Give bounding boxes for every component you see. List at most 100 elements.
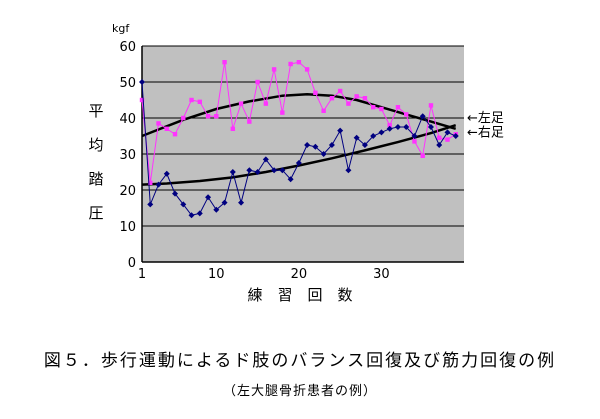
x-tick-label: 30 (373, 267, 390, 282)
legend-entry: ←左足 (467, 111, 504, 126)
legend-entry: ←右足 (467, 125, 504, 140)
data-point (361, 142, 368, 148)
data-point (147, 201, 154, 208)
data-point (288, 61, 293, 67)
data-point (394, 124, 401, 130)
data-point (427, 124, 434, 130)
data-point (420, 153, 425, 158)
data-point (263, 101, 269, 106)
data-point (230, 126, 236, 131)
data-point (419, 113, 426, 120)
y-tick-label: 40 (119, 112, 136, 127)
data-point (345, 167, 352, 174)
data-point (320, 151, 327, 157)
data-point (271, 67, 277, 72)
data-point (346, 101, 351, 106)
data-point (254, 169, 261, 175)
figure-title: 図５．歩行運動によるド肢のバランス回復及び筋力回復の例 (43, 351, 557, 371)
data-point (378, 129, 385, 136)
data-point (444, 129, 451, 136)
data-point (329, 96, 335, 101)
data-point (238, 101, 244, 106)
data-point (189, 97, 194, 103)
data-point (181, 115, 186, 121)
series-group (139, 60, 458, 185)
data-point (262, 156, 269, 163)
data-point (271, 167, 278, 174)
data-point (188, 212, 195, 219)
data-point (155, 181, 162, 188)
data-point (172, 190, 179, 197)
data-point (436, 142, 443, 148)
data-point (180, 201, 187, 208)
data-point (362, 96, 368, 101)
data-point (312, 143, 319, 150)
data-point (213, 206, 220, 213)
data-point (205, 194, 212, 201)
data-point (379, 106, 384, 112)
data-point (395, 105, 401, 110)
data-point (437, 135, 442, 140)
data-point (246, 167, 253, 174)
data-point (279, 167, 286, 174)
data-point (148, 180, 153, 185)
x-tick-label: 10 (208, 267, 225, 282)
x-tick-labels: 1 10 20 30 (138, 267, 390, 282)
data-point (370, 133, 377, 139)
data-point (296, 60, 302, 65)
data-point (229, 169, 236, 175)
y-tick-label: 30 (119, 148, 136, 163)
data-point (304, 142, 311, 148)
data-point (304, 67, 310, 72)
x-tick-label: 1 (138, 267, 146, 282)
data-point (280, 110, 285, 115)
data-point (412, 139, 417, 144)
data-point (163, 170, 170, 177)
data-point (156, 121, 161, 126)
y-axis-title-char: 均 (88, 136, 103, 154)
series-group (139, 79, 459, 219)
figure-subtitle: （左大腿骨折患者の例） (222, 384, 377, 399)
y-unit-label: kgf (112, 22, 130, 35)
data-point (353, 134, 360, 141)
data-point (386, 125, 393, 132)
data-point (404, 112, 409, 117)
data-point (313, 90, 318, 95)
data-point (337, 127, 344, 134)
data-point (255, 79, 260, 85)
data-point (411, 133, 418, 139)
data-point (295, 160, 302, 166)
y-tick-label: 0 (128, 256, 136, 271)
data-point (172, 132, 178, 137)
data-point (221, 199, 228, 206)
y-axis-title-char: 圧 (88, 204, 103, 222)
data-point (287, 176, 294, 183)
data-point (139, 97, 145, 103)
data-point (452, 133, 459, 139)
y-tick-label: 60 (119, 40, 136, 55)
y-tick-label: 20 (119, 184, 136, 199)
data-point (428, 103, 434, 108)
data-point (197, 99, 202, 104)
y-tick-label: 10 (119, 220, 136, 235)
data-point (321, 108, 326, 113)
x-tick-label: 20 (291, 267, 308, 282)
data-point (164, 126, 169, 131)
data-point (247, 119, 252, 124)
y-tick-label: 50 (119, 76, 136, 91)
data-point (328, 142, 335, 148)
data-point (387, 123, 392, 128)
plot-area (139, 45, 464, 263)
data-point (214, 114, 219, 119)
series (139, 60, 459, 219)
y-axis-title-char: 平 (88, 102, 103, 120)
x-axis-title: 練 習 回 数 (247, 286, 352, 304)
data-point (205, 114, 211, 119)
data-point (222, 60, 227, 65)
data-point (370, 105, 376, 110)
data-point (337, 88, 343, 94)
data-point (238, 199, 245, 206)
legend: ←左足←右足 (467, 111, 504, 140)
